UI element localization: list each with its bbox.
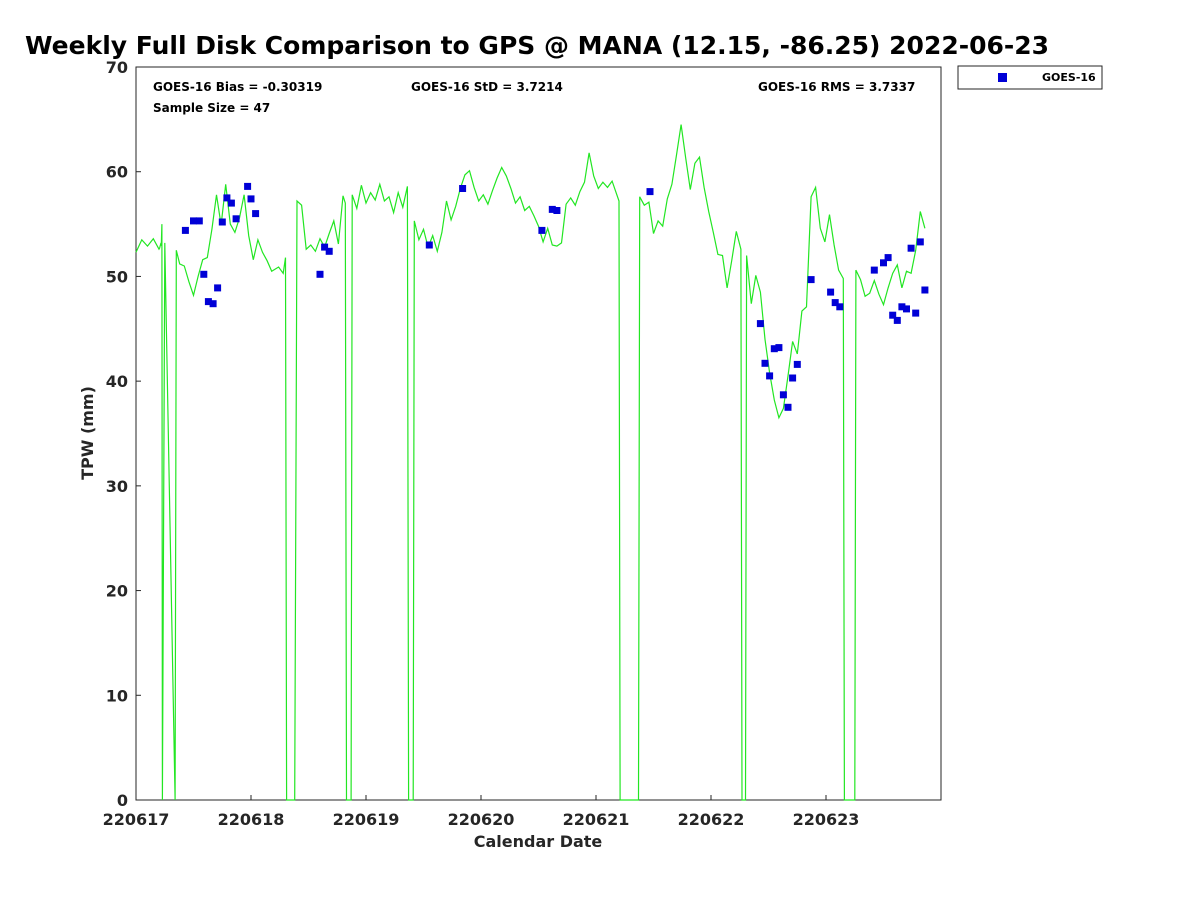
goes-point bbox=[779, 391, 787, 399]
x-tick-label: 220618 bbox=[218, 810, 285, 829]
goes-point bbox=[770, 345, 778, 353]
x-tick-label: 220619 bbox=[333, 810, 400, 829]
goes-point bbox=[425, 241, 433, 249]
rms-stat: GOES-16 RMS = 3.7337 bbox=[758, 80, 915, 94]
goes-point bbox=[321, 243, 329, 251]
goes-point bbox=[793, 360, 801, 368]
goes-point bbox=[880, 259, 887, 267]
goes-point bbox=[827, 288, 835, 296]
x-tick-label: 220620 bbox=[448, 810, 515, 829]
goes-point bbox=[325, 247, 333, 255]
goes-point bbox=[893, 316, 901, 324]
x-tick-label: 220617 bbox=[103, 810, 170, 829]
goes-point bbox=[227, 199, 235, 207]
y-tick-label: 20 bbox=[106, 582, 128, 601]
y-tick-label: 50 bbox=[106, 267, 128, 286]
y-axis-ticks: 0 10 20 30 40 50 60 70 bbox=[106, 58, 141, 810]
gps-series bbox=[135, 124, 926, 801]
goes-point bbox=[195, 217, 203, 225]
goes-point bbox=[784, 403, 792, 411]
x-axis-ticks: 220617 220618 220619 220620 220621 220622 2206… bbox=[103, 795, 860, 829]
goes-point bbox=[200, 270, 208, 278]
legend-box bbox=[957, 65, 1103, 90]
legend: GOES-16 bbox=[957, 65, 1103, 90]
goes-point bbox=[916, 238, 924, 246]
goes-point bbox=[214, 284, 222, 292]
goes-point bbox=[761, 359, 769, 367]
goes-point bbox=[209, 300, 217, 308]
bias-stat: GOES-16 Bias = -0.30319 bbox=[153, 80, 322, 94]
gps-line bbox=[135, 124, 926, 801]
y-axis-label: TPW (mm) bbox=[78, 386, 97, 480]
goes-point bbox=[459, 185, 467, 192]
x-tick-label: 220622 bbox=[678, 810, 745, 829]
goes-point bbox=[831, 299, 839, 307]
goes-point bbox=[836, 303, 844, 311]
plot-area bbox=[135, 66, 942, 801]
goes-point bbox=[889, 311, 897, 319]
x-tick-label: 220623 bbox=[793, 810, 860, 829]
goes-point bbox=[898, 303, 906, 311]
goes-point bbox=[870, 266, 878, 274]
goes-point bbox=[232, 215, 240, 223]
x-tick-label: 220621 bbox=[563, 810, 630, 829]
legend-marker-goes16 bbox=[998, 73, 1007, 82]
goes-point bbox=[907, 244, 915, 252]
goes-point bbox=[807, 276, 815, 284]
y-tick-label: 10 bbox=[106, 686, 128, 705]
sample-size-stat: Sample Size = 47 bbox=[153, 101, 270, 115]
goes-point bbox=[775, 344, 783, 352]
goes-point bbox=[789, 374, 797, 382]
goes-point bbox=[903, 305, 910, 313]
goes-point bbox=[218, 218, 226, 226]
goes-point bbox=[223, 194, 231, 202]
goes-point bbox=[646, 188, 654, 196]
goes-point bbox=[756, 320, 764, 328]
goes-point bbox=[766, 372, 774, 380]
goes-point bbox=[538, 226, 546, 234]
goes-point bbox=[548, 205, 556, 213]
goes-point bbox=[912, 309, 920, 317]
goes-point bbox=[244, 182, 252, 190]
goes-point bbox=[190, 217, 197, 225]
goes-point bbox=[181, 226, 189, 234]
goes-point bbox=[884, 254, 892, 262]
goes-point bbox=[247, 195, 255, 203]
goes-point bbox=[316, 270, 324, 278]
y-tick-label: 70 bbox=[106, 58, 128, 77]
goes-point bbox=[553, 207, 561, 214]
legend-label-goes16: GOES-16 bbox=[1042, 71, 1096, 84]
y-tick-label: 30 bbox=[106, 477, 128, 496]
std-stat: GOES-16 StD = 3.7214 bbox=[411, 80, 563, 94]
chart-title: Weekly Full Disk Comparison to GPS @ MAN… bbox=[25, 31, 1049, 60]
goes-point bbox=[204, 298, 212, 306]
y-tick-label: 0 bbox=[117, 791, 128, 810]
goes-points bbox=[181, 182, 929, 411]
y-tick-label: 60 bbox=[106, 163, 128, 182]
goes-point bbox=[252, 210, 260, 218]
x-axis-label: Calendar Date bbox=[474, 832, 603, 851]
goes-point bbox=[921, 286, 929, 294]
y-tick-label: 40 bbox=[106, 372, 128, 391]
